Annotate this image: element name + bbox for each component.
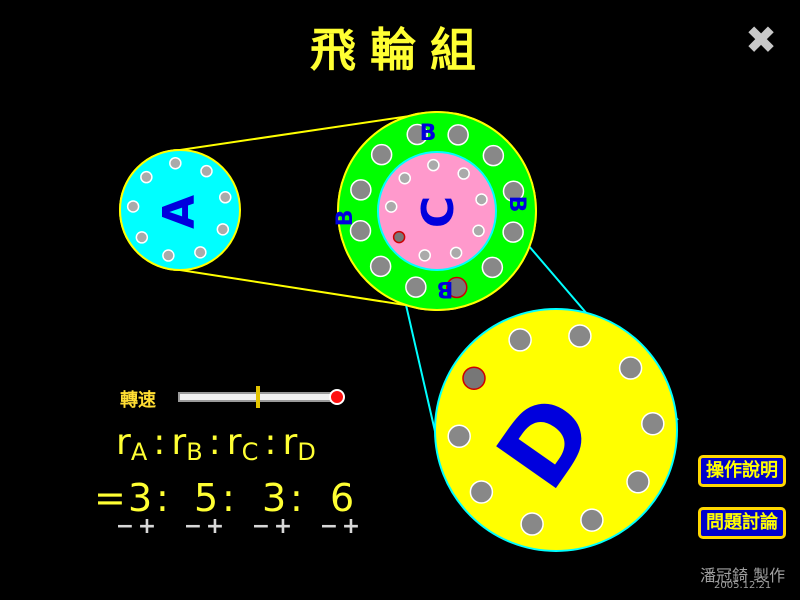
wheel-c-label: C bbox=[413, 196, 464, 228]
wheel-b-label-bottom: B bbox=[437, 276, 454, 301]
wheel-d-hole bbox=[626, 470, 650, 494]
wheel-d-hole bbox=[469, 480, 494, 504]
radius-ratio-labels: rA: rB: rC: rD bbox=[116, 422, 316, 466]
wheel-c-hole bbox=[384, 200, 398, 213]
wheel-d[interactable]: D bbox=[434, 308, 678, 552]
wheel-d-hole bbox=[618, 356, 643, 380]
wheel-b-hole bbox=[481, 256, 504, 279]
wheel-b-hole bbox=[405, 276, 427, 298]
wheel-b-hole bbox=[406, 123, 428, 146]
wheel-d-hole bbox=[520, 512, 544, 536]
radius-b-label: rB bbox=[171, 422, 203, 466]
radius-c-label: rC bbox=[226, 422, 259, 466]
radius-c-decrease-button[interactable]: − bbox=[251, 514, 271, 539]
wheel-d-hole bbox=[641, 411, 665, 436]
wheel-c-hole bbox=[449, 246, 463, 260]
speed-slider-mid-mark bbox=[256, 386, 260, 408]
wheel-b-hole bbox=[349, 220, 372, 242]
wheel-a-hole bbox=[126, 200, 140, 213]
discussion-button[interactable]: 問題討論 bbox=[698, 507, 786, 539]
wheel-a-hole bbox=[194, 246, 207, 259]
radius-a-adjust: − + bbox=[114, 514, 158, 539]
radius-ratio-values: = 3 : 5 : 3 : 6 bbox=[94, 476, 374, 520]
wheel-c-hole bbox=[427, 158, 440, 172]
wheel-a-hole bbox=[162, 249, 175, 262]
radius-d-increase-button[interactable]: + bbox=[341, 514, 361, 539]
radius-d-label: rD bbox=[282, 422, 316, 466]
ratio-colon-2: : bbox=[222, 476, 235, 520]
radius-b-adjust: − + bbox=[182, 514, 226, 539]
wheel-a-hole bbox=[169, 156, 182, 170]
wheel-b-hole bbox=[447, 124, 469, 146]
radius-a-label: rA bbox=[116, 422, 148, 466]
wheel-d-hole bbox=[508, 328, 532, 352]
wheel-a-hole bbox=[216, 223, 230, 236]
wheel-a-hole bbox=[219, 191, 232, 204]
wheel-b-hole-marker bbox=[446, 276, 468, 299]
ratio-equals: = bbox=[94, 476, 126, 520]
wheel-b-label-top: B bbox=[420, 121, 437, 146]
wheel-d-hole bbox=[568, 324, 592, 348]
wheel-b-hole bbox=[482, 144, 505, 167]
wheel-a-hole bbox=[140, 170, 153, 184]
wheel-a[interactable]: A bbox=[119, 149, 241, 271]
ratio-value-d: 6 bbox=[330, 476, 355, 520]
wheel-b-hole bbox=[369, 255, 392, 278]
speed-slider-handle[interactable] bbox=[329, 389, 345, 405]
wheel-c-hole bbox=[472, 224, 485, 238]
radius-b-increase-button[interactable]: + bbox=[205, 514, 225, 539]
radius-a-increase-button[interactable]: + bbox=[137, 514, 157, 539]
ratio-value-a: 3 bbox=[128, 476, 153, 520]
credit-date: 2005.12.21 bbox=[714, 580, 772, 591]
instructions-button[interactable]: 操作說明 bbox=[698, 455, 786, 487]
wheel-b-label-left: B bbox=[333, 210, 358, 227]
wheel-b-hole bbox=[502, 221, 524, 243]
radius-a-decrease-button[interactable]: − bbox=[115, 514, 135, 539]
ratio-colon-1: : bbox=[156, 476, 169, 520]
radius-d-decrease-button[interactable]: − bbox=[319, 514, 339, 539]
wheel-d-hole-marker bbox=[462, 366, 486, 390]
wheel-c[interactable]: C bbox=[377, 151, 497, 271]
wheel-b-hole bbox=[350, 179, 372, 201]
wheel-c-hole-marker bbox=[392, 230, 406, 244]
wheel-b-hole bbox=[370, 143, 393, 166]
ratio-colon-3: : bbox=[290, 476, 303, 520]
wheel-d-hole bbox=[580, 508, 604, 532]
page-title: 飛輪組 bbox=[310, 23, 490, 77]
wheel-c-hole bbox=[398, 171, 411, 185]
wheel-d-hole bbox=[447, 424, 471, 449]
ratio-value-c: 3 bbox=[262, 476, 287, 520]
radius-b-decrease-button[interactable]: − bbox=[183, 514, 203, 539]
wheel-c-hole bbox=[475, 193, 488, 206]
speed-label: 轉速 bbox=[120, 390, 156, 411]
wheel-c-hole bbox=[457, 167, 470, 180]
credit-author: 潘冠錡 製作 bbox=[700, 566, 786, 585]
wheel-a-label: A bbox=[154, 195, 205, 229]
ratio-value-b: 5 bbox=[194, 476, 219, 520]
radius-c-increase-button[interactable]: + bbox=[273, 514, 293, 539]
wheel-b-label-right: B bbox=[504, 196, 529, 213]
radius-c-adjust: − + bbox=[250, 514, 294, 539]
close-icon[interactable]: ✖ bbox=[745, 18, 777, 62]
wheel-b-hole bbox=[502, 180, 525, 202]
radius-d-adjust: − + bbox=[318, 514, 362, 539]
wheel-a-hole bbox=[135, 231, 149, 244]
wheel-c-hole bbox=[418, 249, 431, 262]
wheel-a-hole bbox=[200, 164, 213, 178]
